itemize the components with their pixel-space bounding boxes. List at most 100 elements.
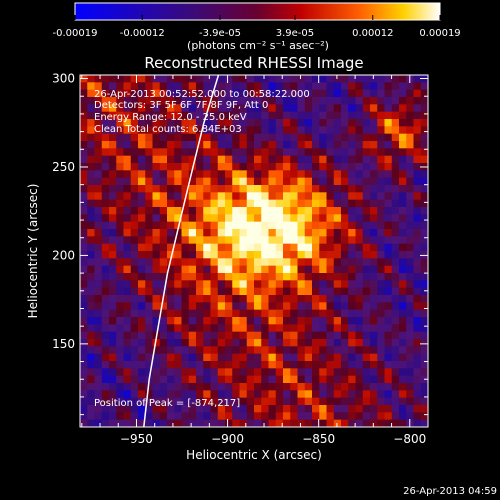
heatmap-cell <box>94 309 103 318</box>
heatmap-cell <box>420 295 428 303</box>
heatmap-cell <box>239 265 248 274</box>
heatmap-cell <box>138 104 146 113</box>
heatmap-cell <box>275 214 284 223</box>
heatmap-cell <box>152 163 161 171</box>
heatmap-cell <box>348 346 357 355</box>
heatmap-cell <box>130 177 139 186</box>
heatmap-cell <box>116 199 125 208</box>
heatmap-cell <box>326 126 335 135</box>
heatmap-cell <box>225 185 233 193</box>
heatmap-cell <box>217 353 226 362</box>
heatmap-cell <box>268 75 277 83</box>
heatmap-cell <box>261 302 270 311</box>
heatmap-cell <box>362 273 371 281</box>
heatmap-cell <box>275 221 284 230</box>
heatmap-cell <box>420 214 428 223</box>
heatmap-cell <box>138 419 146 427</box>
heatmap-cell <box>391 295 400 303</box>
heatmap-cell <box>399 412 407 421</box>
heatmap-cell <box>275 97 284 105</box>
heatmap-cell <box>341 155 349 164</box>
heatmap-cell <box>174 126 183 135</box>
heatmap-cell <box>109 339 117 347</box>
heatmap-cell <box>130 82 139 91</box>
heatmap-cell <box>348 361 357 369</box>
heatmap-cell <box>145 280 154 289</box>
heatmap-cell <box>254 192 262 201</box>
heatmap-cell <box>370 170 378 179</box>
heatmap-cell <box>188 133 197 142</box>
heatmap-cell <box>391 75 400 83</box>
heatmap-cell <box>268 317 277 325</box>
heatmap-cell <box>370 185 378 193</box>
heatmap-cell <box>406 243 415 252</box>
heatmap-cell <box>87 265 96 274</box>
heatmap-cell <box>232 221 241 230</box>
heatmap-cell <box>203 214 212 223</box>
heatmap-cell <box>268 163 277 171</box>
heatmap-cell <box>174 309 183 318</box>
heatmap-cell <box>109 368 117 377</box>
heatmap-cell <box>283 419 291 427</box>
heatmap-cell <box>196 170 204 179</box>
heatmap-cell <box>152 75 161 83</box>
heatmap-cell <box>290 324 299 333</box>
heatmap-cell <box>362 75 371 83</box>
heatmap-cell <box>94 405 103 413</box>
heatmap-cell <box>333 185 342 193</box>
heatmap-cell <box>290 302 299 311</box>
heatmap-cell <box>341 192 349 201</box>
heatmap-cell <box>355 236 364 245</box>
heatmap-cell <box>145 243 154 252</box>
heatmap-cell <box>377 302 386 311</box>
heatmap-cell <box>413 383 422 391</box>
heatmap-cell <box>159 265 168 274</box>
heatmap-cell <box>312 287 320 296</box>
heatmap-cell <box>341 258 349 267</box>
heatmap-cell <box>152 214 161 223</box>
heatmap-cell <box>123 302 132 311</box>
heatmap-cell <box>101 265 110 274</box>
heatmap-cell <box>167 163 175 171</box>
heatmap-cell <box>167 207 175 215</box>
heatmap-cell <box>138 82 146 91</box>
heatmap-cell <box>87 287 96 296</box>
heatmap-cell <box>413 104 422 113</box>
heatmap-cell <box>406 192 415 201</box>
heatmap-cell <box>333 353 342 362</box>
heatmap-cell <box>130 397 139 406</box>
heatmap-cell <box>217 251 226 259</box>
heatmap-cell <box>319 346 328 355</box>
heatmap-cell <box>239 331 248 340</box>
heatmap-cell <box>391 412 400 421</box>
heatmap-cell <box>319 251 328 259</box>
heatmap-cell <box>319 97 328 105</box>
heatmap-cell <box>297 346 306 355</box>
heatmap-cell <box>319 163 328 171</box>
heatmap-cell <box>312 221 320 230</box>
heatmap-cell <box>196 148 204 157</box>
heatmap-cell <box>283 82 291 91</box>
heatmap-cell <box>239 236 248 245</box>
heatmap-cell <box>225 302 233 311</box>
heatmap-cell <box>167 317 175 325</box>
heatmap-cell <box>275 82 284 91</box>
heatmap-cell <box>391 192 400 201</box>
heatmap-cell <box>210 207 219 215</box>
heatmap-cell <box>188 309 197 318</box>
y-axis-label: Heliocentric Y (arcsec) <box>26 184 40 319</box>
heatmap-cell <box>399 265 407 274</box>
heatmap-cell <box>145 192 154 201</box>
heatmap-cell <box>94 111 103 120</box>
heatmap-cell <box>362 317 371 325</box>
heatmap-cell <box>232 324 241 333</box>
heatmap-cell <box>370 265 378 274</box>
heatmap-cell <box>275 75 284 83</box>
heatmap-cell <box>167 287 175 296</box>
heatmap-cell <box>123 353 132 362</box>
heatmap-cell <box>391 243 400 252</box>
heatmap-cell <box>130 273 139 281</box>
heatmap-cell <box>94 170 103 179</box>
heatmap-cell <box>80 97 88 105</box>
heatmap-cell <box>399 141 407 149</box>
